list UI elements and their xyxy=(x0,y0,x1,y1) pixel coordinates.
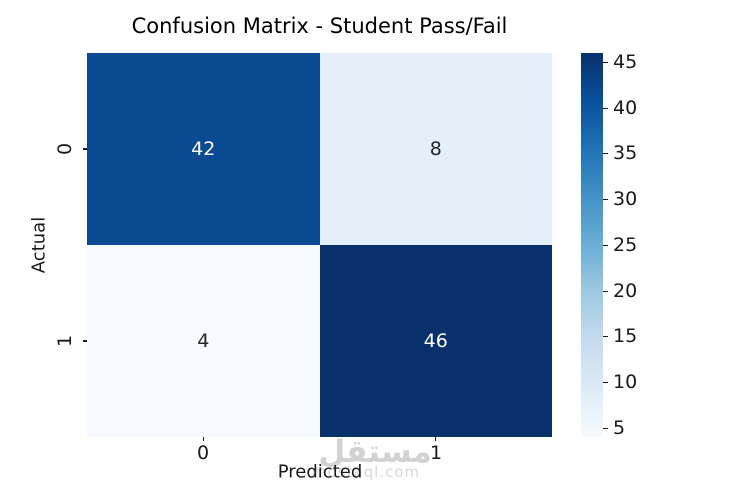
x-tick-label-0: 0 xyxy=(196,442,210,464)
heatmap-cell-r1c0: 4 xyxy=(87,245,320,437)
heatmap-cell-r0c0: 42 xyxy=(87,53,320,245)
cell-value-r1c0: 4 xyxy=(197,330,210,352)
colorbar-tick-label: 40 xyxy=(613,97,638,119)
colorbar-tick-label: 45 xyxy=(613,51,638,73)
colorbar-tick-mark xyxy=(603,199,608,201)
chart-title: Confusion Matrix - Student Pass/Fail xyxy=(131,14,508,38)
colorbar-tick-mark xyxy=(603,62,608,64)
x-axis-label: Predicted xyxy=(277,461,363,483)
colorbar-tick-label: 35 xyxy=(613,142,638,164)
cell-value-r1c1: 46 xyxy=(423,330,448,352)
y-tick-mark-0 xyxy=(83,148,87,150)
y-axis-label: Actual xyxy=(28,216,50,274)
watermark-domain-text: mostaql.com xyxy=(311,463,421,481)
y-tick-mark-1 xyxy=(83,340,87,342)
x-tick-mark-0 xyxy=(202,437,204,441)
heatmap-cell-r1c1: 46 xyxy=(319,245,552,437)
colorbar-gradient xyxy=(581,53,603,437)
colorbar-tick-label: 5 xyxy=(613,417,626,439)
x-tick-mark-1 xyxy=(435,437,437,441)
colorbar-tick-mark xyxy=(603,245,608,247)
y-tick-label-1: 1 xyxy=(54,334,76,348)
watermark-arabic-text: مستقل xyxy=(318,434,432,470)
colorbar-tick-mark xyxy=(603,153,608,155)
colorbar-tick-mark xyxy=(603,336,608,338)
cell-value-r0c1: 8 xyxy=(429,138,442,160)
colorbar-tick-label: 25 xyxy=(613,234,638,256)
x-tick-label-1: 1 xyxy=(429,442,443,464)
heatmap-cell-r0c1: 8 xyxy=(319,53,552,245)
colorbar-tick-mark xyxy=(603,291,608,293)
y-tick-label-0: 0 xyxy=(54,142,76,156)
heatmap: 42 8 4 46 xyxy=(87,53,552,437)
colorbar-tick-mark xyxy=(603,428,608,430)
colorbar-tick-mark xyxy=(603,382,608,384)
cell-value-r0c0: 42 xyxy=(191,138,216,160)
colorbar-tick-label: 15 xyxy=(613,325,638,347)
colorbar-tick-label: 10 xyxy=(613,371,638,393)
colorbar-tick-mark xyxy=(603,108,608,110)
colorbar-tick-label: 20 xyxy=(613,280,638,302)
colorbar-tick-label: 30 xyxy=(613,188,638,210)
